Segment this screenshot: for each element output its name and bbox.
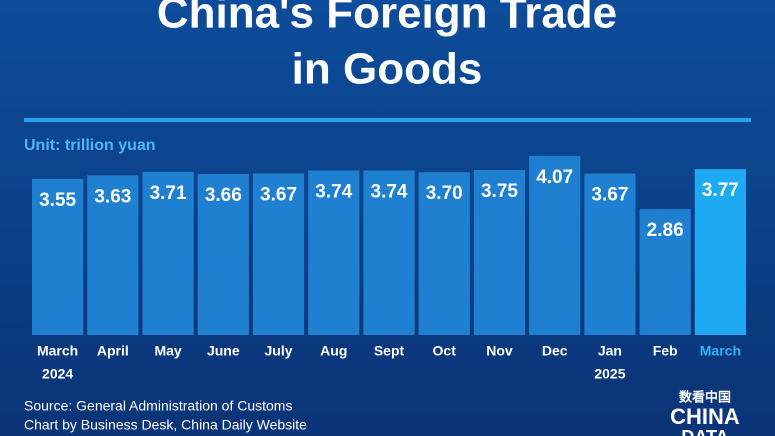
bar <box>694 169 746 335</box>
value-label: 3.71 <box>150 183 187 204</box>
bar <box>308 170 360 335</box>
bar <box>87 175 139 335</box>
x-tick-label: March <box>700 343 741 359</box>
value-label: 4.07 <box>536 167 573 188</box>
x-tick-label: Aug <box>320 343 347 359</box>
logo-text: CHINA <box>670 404 740 429</box>
x-tick-label: Jan <box>598 343 622 359</box>
value-label: 3.70 <box>426 183 463 204</box>
source: Source: General Administration of Custom… <box>24 398 292 414</box>
bar <box>418 172 470 335</box>
logo-text: DATA <box>681 427 728 436</box>
bar <box>473 170 526 335</box>
value-label: 3.55 <box>39 190 76 211</box>
year-label: 2024 <box>42 366 73 382</box>
value-label: 3.66 <box>205 185 242 206</box>
value-label: 3.67 <box>591 185 628 206</box>
x-tick-label: Nov <box>486 343 513 359</box>
divider <box>24 118 751 122</box>
chart-title: in Goods <box>292 45 483 94</box>
bar <box>142 171 194 335</box>
bar <box>32 178 84 335</box>
value-label: 3.74 <box>371 181 408 202</box>
value-label: 3.67 <box>260 185 297 206</box>
value-label: 3.74 <box>315 181 352 202</box>
x-tick-label: Sept <box>374 343 405 359</box>
unit-label: Unit: trillion yuan <box>24 137 156 154</box>
x-tick-label: June <box>207 343 240 359</box>
x-tick-label: July <box>265 343 293 359</box>
year-label: 2025 <box>594 366 625 382</box>
value-label: 3.75 <box>481 181 518 202</box>
source: Chart by Business Desk, China Daily Webs… <box>24 417 307 433</box>
bar <box>197 173 249 335</box>
x-tick-label: April <box>97 343 129 359</box>
chart-title: China's Foreign Trade <box>157 0 617 38</box>
x-tick-label: May <box>154 343 181 359</box>
bar <box>584 173 636 335</box>
value-label: 3.63 <box>94 186 131 207</box>
bar <box>529 155 581 335</box>
decor-wave <box>0 312 775 436</box>
value-label: 3.77 <box>702 180 739 201</box>
x-tick-label: Dec <box>542 343 568 359</box>
bar <box>639 209 691 335</box>
x-tick-label: Feb <box>653 343 678 359</box>
value-label: 2.86 <box>647 220 684 241</box>
bar <box>252 173 305 335</box>
bar <box>363 170 415 335</box>
x-tick-label: March <box>37 343 78 359</box>
logo-text: 数看中国 <box>679 389 731 404</box>
x-tick-label: Oct <box>433 343 457 359</box>
